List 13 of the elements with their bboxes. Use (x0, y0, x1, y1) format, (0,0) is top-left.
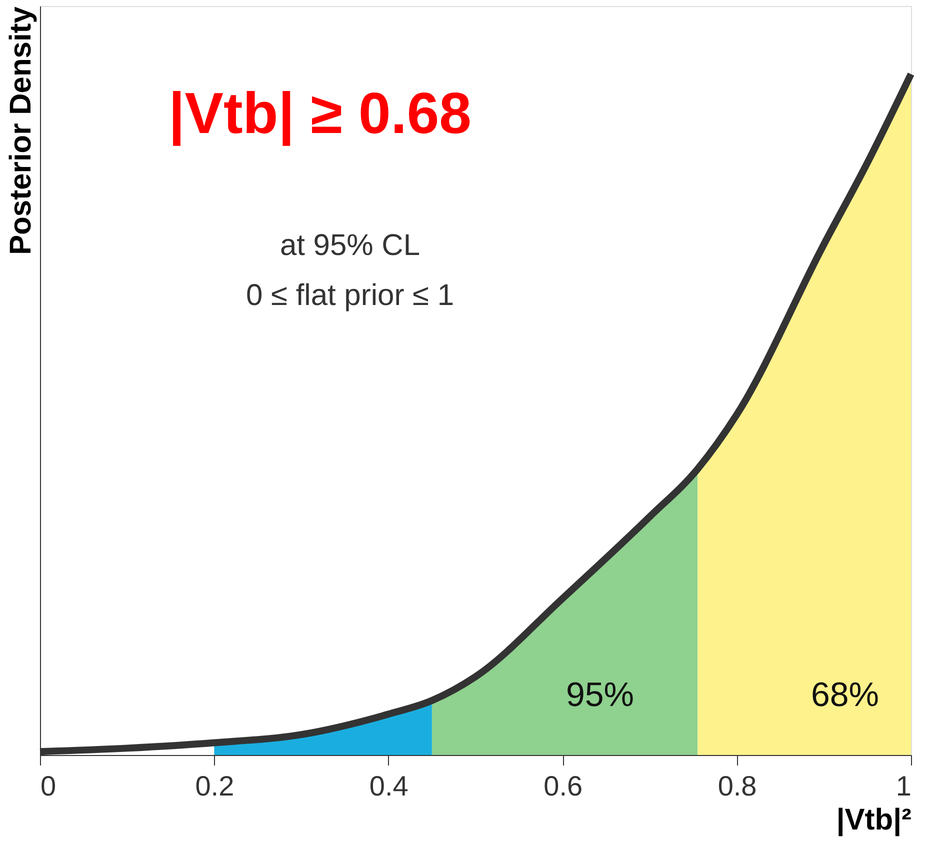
x-tick-label: 0 (40, 770, 56, 802)
annotation: 0 ≤ flat prior ≤ 1 (246, 279, 454, 312)
annotation: 68% (810, 676, 880, 714)
x-axis-title: |Vtb|² (836, 804, 912, 836)
annotation: 95% (566, 676, 634, 714)
annotation: at 95% CL (280, 229, 420, 262)
x-tick-label: 0.4 (369, 770, 408, 802)
annotation: |Vtb| ≥ 0.68 (168, 81, 472, 146)
x-tick-label: 1 (896, 770, 912, 802)
x-tick-label: 0.6 (544, 770, 583, 802)
x-tick-label: 0.8 (718, 770, 757, 802)
y-axis-title: Posterior Density (4, 6, 38, 255)
x-tick-label: 0.2 (195, 770, 234, 802)
